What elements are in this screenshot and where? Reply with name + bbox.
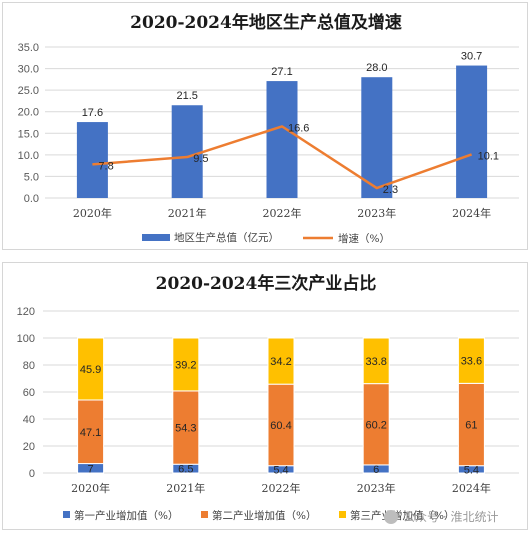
segment-data-label: 60.2 bbox=[365, 419, 386, 431]
line-data-label: 9.5 bbox=[193, 153, 208, 165]
gdp-bar bbox=[456, 65, 488, 199]
segment-data-label: 34.2 bbox=[270, 356, 291, 368]
legend-label-primary: 第一产业增加值（%） bbox=[74, 509, 178, 522]
segment-data-label: 39.2 bbox=[175, 359, 196, 371]
tertiary-industry-segment bbox=[77, 337, 105, 401]
legend-swatch-gdp bbox=[142, 234, 170, 241]
y-tick-label: 60 bbox=[23, 387, 35, 399]
segment-data-label: 7 bbox=[88, 463, 94, 475]
segment-data-label: 33.6 bbox=[461, 356, 482, 368]
x-category-label: 2021年 bbox=[166, 481, 205, 495]
legend-label-growth: 增速（%） bbox=[338, 232, 390, 245]
line-data-label: 16.6 bbox=[288, 122, 309, 134]
segment-data-label: 60.4 bbox=[270, 420, 291, 432]
industry-share-chart-panel: 2020-2024年三次产业占比 0 20 40 60 80 100 120 7 47.1 45… bbox=[2, 262, 528, 530]
y-tick-label: 20.0 bbox=[18, 107, 39, 119]
y-tick-label: 25.0 bbox=[18, 85, 39, 97]
tertiary-industry-segment bbox=[267, 337, 295, 385]
secondary-industry-segment bbox=[267, 383, 295, 467]
x-category-label: 2021年 bbox=[168, 206, 207, 220]
y-tick-label: 120 bbox=[17, 306, 35, 318]
segment-data-label: 6 bbox=[373, 464, 379, 476]
x-category-label: 2024年 bbox=[452, 481, 491, 495]
y-tick-label: 30.0 bbox=[18, 64, 39, 76]
y-tick-label: 0 bbox=[29, 468, 35, 480]
wechat-icon bbox=[384, 510, 398, 524]
legend-label-secondary: 第二产业增加值（%） bbox=[212, 509, 316, 522]
gdp-bar bbox=[171, 105, 203, 198]
segment-data-label: 5.4 bbox=[464, 464, 479, 476]
legend-swatch-secondary bbox=[201, 511, 208, 518]
segment-data-label: 6.5 bbox=[178, 464, 193, 476]
line-data-label: 10.1 bbox=[478, 150, 499, 162]
secondary-industry-segment bbox=[457, 382, 485, 467]
legend-swatch-tertiary bbox=[339, 511, 346, 518]
y-tick-label: 80 bbox=[23, 360, 35, 372]
segment-data-label: 45.9 bbox=[80, 364, 101, 376]
tertiary-industry-segment bbox=[172, 337, 200, 392]
line-data-label: 2.3 bbox=[383, 184, 398, 196]
segment-data-label: 61 bbox=[465, 420, 477, 432]
x-category-label: 2024年 bbox=[452, 206, 491, 220]
segment-data-label: 47.1 bbox=[80, 427, 101, 439]
bar-data-label: 27.1 bbox=[271, 66, 292, 78]
legend-label-tertiary: 第三产业增加值（%） bbox=[350, 509, 454, 522]
secondary-industry-segment bbox=[362, 383, 390, 466]
x-category-label: 2023年 bbox=[357, 481, 396, 495]
gdp-chart: 2020-2024年地区生产总值及增速 0.0 5.0 10.0 15.0 20.0 25… bbox=[18, 12, 519, 245]
gdp-bar bbox=[76, 122, 108, 198]
y-tick-label: 10.0 bbox=[18, 150, 39, 162]
x-category-label: 2020年 bbox=[71, 481, 110, 495]
gdp-bar bbox=[361, 77, 393, 198]
gdp-bar bbox=[266, 81, 298, 198]
y-tick-label: 100 bbox=[17, 333, 35, 345]
bar-data-label: 21.5 bbox=[176, 90, 197, 102]
y-tick-label: 5.0 bbox=[24, 171, 39, 183]
y-tick-label: 35.0 bbox=[18, 42, 39, 54]
bar-data-label: 30.7 bbox=[461, 51, 482, 63]
watermark: 公众号 · 淮北统计 bbox=[384, 510, 498, 524]
secondary-industry-segment bbox=[77, 399, 105, 465]
x-category-label: 2022年 bbox=[262, 481, 301, 495]
tertiary-industry-segment bbox=[362, 337, 390, 385]
industry-share-chart: 2020-2024年三次产业占比 0 20 40 60 80 100 120 7 47.1 45… bbox=[17, 273, 519, 524]
legend-swatch-primary bbox=[63, 511, 70, 518]
x-category-label: 2020年 bbox=[73, 206, 112, 220]
y-tick-label: 20 bbox=[23, 441, 35, 453]
segment-data-label: 54.3 bbox=[175, 423, 196, 435]
x-category-label: 2023年 bbox=[357, 206, 396, 220]
gdp-chart-panel: 2020-2024年地区生产总值及增速 0.0 5.0 10.0 15.0 20.0 25… bbox=[2, 2, 528, 250]
tertiary-industry-segment bbox=[457, 337, 485, 384]
segment-data-label: 5.4 bbox=[273, 464, 288, 476]
chart-title: 2020-2024年三次产业占比 bbox=[156, 273, 377, 294]
y-tick-label: 40 bbox=[23, 414, 35, 426]
bar-data-label: 17.6 bbox=[82, 107, 103, 119]
segment-data-label: 33.8 bbox=[365, 356, 386, 368]
x-category-label: 2022年 bbox=[263, 206, 302, 220]
line-data-label: 7.8 bbox=[98, 160, 113, 172]
watermark-text: 公众号 · 淮北统计 bbox=[403, 510, 498, 524]
bar-data-label: 28.0 bbox=[366, 62, 387, 74]
legend-label-gdp: 地区生产总值（亿元） bbox=[174, 231, 279, 244]
y-tick-label: 15.0 bbox=[18, 128, 39, 140]
y-tick-label: 0.0 bbox=[24, 193, 39, 205]
chart-title: 2020-2024年地区生产总值及增速 bbox=[130, 12, 402, 33]
